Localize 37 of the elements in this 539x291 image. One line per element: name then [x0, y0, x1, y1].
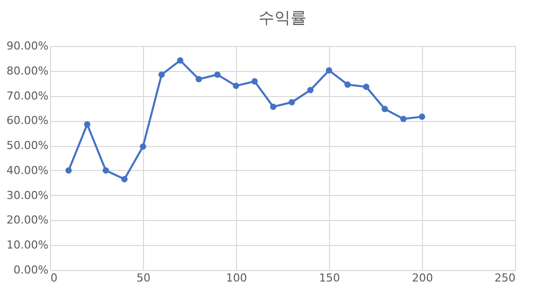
- point: [288, 99, 295, 106]
- point: [251, 78, 258, 84]
- x-tick-label: 100: [226, 272, 247, 284]
- point: [121, 176, 128, 182]
- point: [158, 71, 165, 78]
- x-tick-label: 50: [136, 272, 150, 284]
- x-tick-label: 0: [50, 272, 58, 284]
- point: [196, 76, 202, 82]
- y-tick-label: 10.00%: [6, 238, 48, 252]
- point: [344, 81, 351, 88]
- point: [177, 57, 184, 64]
- point: [307, 86, 314, 94]
- point: [382, 106, 388, 112]
- y-tick-label: 50.00%: [6, 139, 48, 152]
- point: [400, 116, 407, 122]
- y-tick-label: 70.00%: [6, 89, 48, 102]
- y-tick-label: 40.00%: [6, 164, 48, 177]
- x-tick-label: 200: [412, 272, 433, 284]
- chart-title: 수익률: [258, 8, 306, 27]
- point: [232, 82, 240, 89]
- y-tick-label: 30.00%: [6, 188, 48, 202]
- point: [363, 84, 370, 90]
- y-tick-label: 60.00%: [6, 114, 48, 128]
- point: [418, 114, 426, 120]
- y-tick-label: 80.00%: [6, 64, 48, 78]
- point: [140, 143, 146, 150]
- point: [102, 167, 109, 174]
- point: [214, 71, 221, 78]
- point: [65, 167, 72, 174]
- y-tick-label: 20.00%: [6, 214, 48, 227]
- y-tick-label: 90.00%: [6, 40, 48, 52]
- point: [270, 104, 276, 110]
- x-tick-label: 250: [494, 272, 516, 284]
- x-tick-label: 150: [319, 272, 340, 284]
- point: [326, 67, 332, 74]
- point: [84, 121, 90, 128]
- y-tick-label: 0.00%: [14, 264, 48, 276]
